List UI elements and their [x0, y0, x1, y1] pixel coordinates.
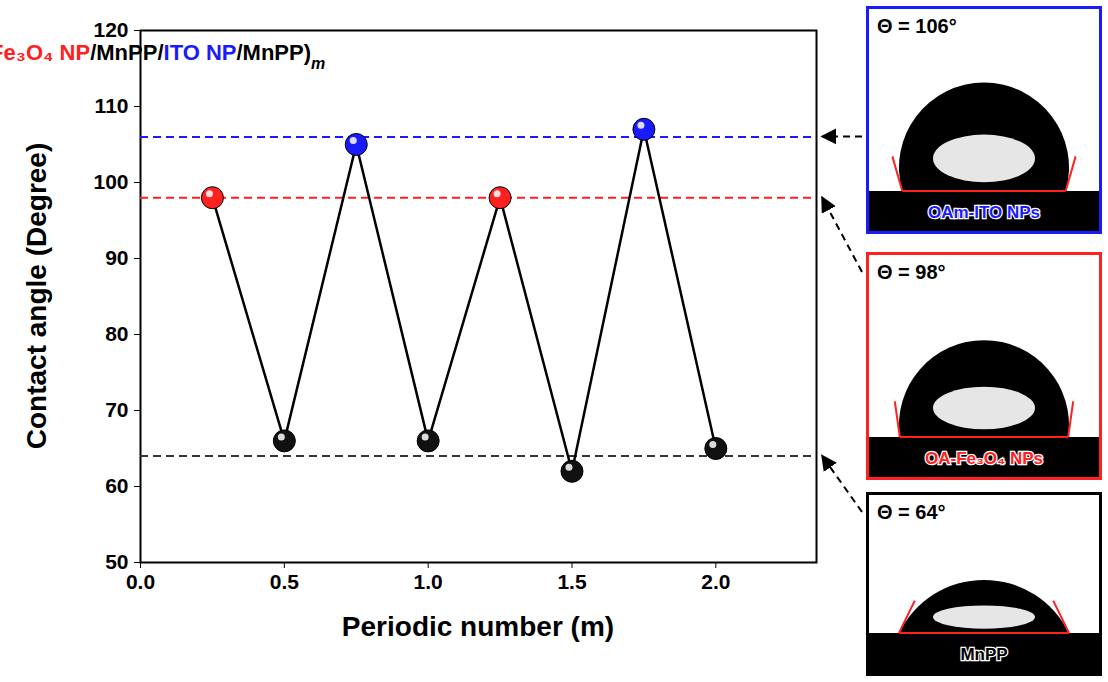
svg-text:50: 50 — [105, 550, 129, 574]
svg-text:70: 70 — [105, 398, 128, 421]
svg-text:0.0: 0.0 — [126, 570, 155, 593]
svg-text:100: 100 — [93, 170, 128, 193]
svg-text:OAm-ITO NPs: OAm-ITO NPs — [928, 203, 1040, 222]
svg-text:Contact angle (Degree): Contact angle (Degree) — [21, 143, 52, 450]
svg-text:110: 110 — [95, 94, 129, 117]
svg-text:Periodic number (m): Periodic number (m) — [342, 611, 614, 642]
svg-text:MnPP: MnPP — [960, 645, 1007, 664]
svg-text:60: 60 — [105, 474, 128, 497]
svg-text:120: 120 — [93, 18, 128, 41]
svg-text:80: 80 — [105, 322, 128, 345]
svg-text:0.5: 0.5 — [270, 570, 300, 593]
svg-text:OA-Fe₃O₄ NPs: OA-Fe₃O₄ NPs — [925, 449, 1043, 468]
svg-text:2.0: 2.0 — [701, 570, 730, 593]
svg-text:Θ = 64°: Θ = 64° — [877, 501, 946, 523]
svg-text:Θ = 106°: Θ = 106° — [877, 15, 957, 37]
svg-text:90: 90 — [105, 246, 128, 269]
svg-text:1.0: 1.0 — [414, 570, 443, 593]
svg-text:1.5: 1.5 — [557, 570, 587, 593]
svg-text:(Fe₃O₄ NP/MnPP/ITO NP/MnPP)m: (Fe₃O₄ NP/MnPP/ITO NP/MnPP)m — [0, 40, 325, 72]
svg-text:Θ = 98°: Θ = 98° — [877, 261, 946, 283]
